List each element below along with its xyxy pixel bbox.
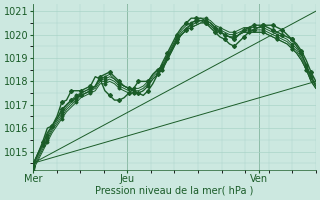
X-axis label: Pression niveau de la mer( hPa ): Pression niveau de la mer( hPa ) bbox=[95, 186, 253, 196]
